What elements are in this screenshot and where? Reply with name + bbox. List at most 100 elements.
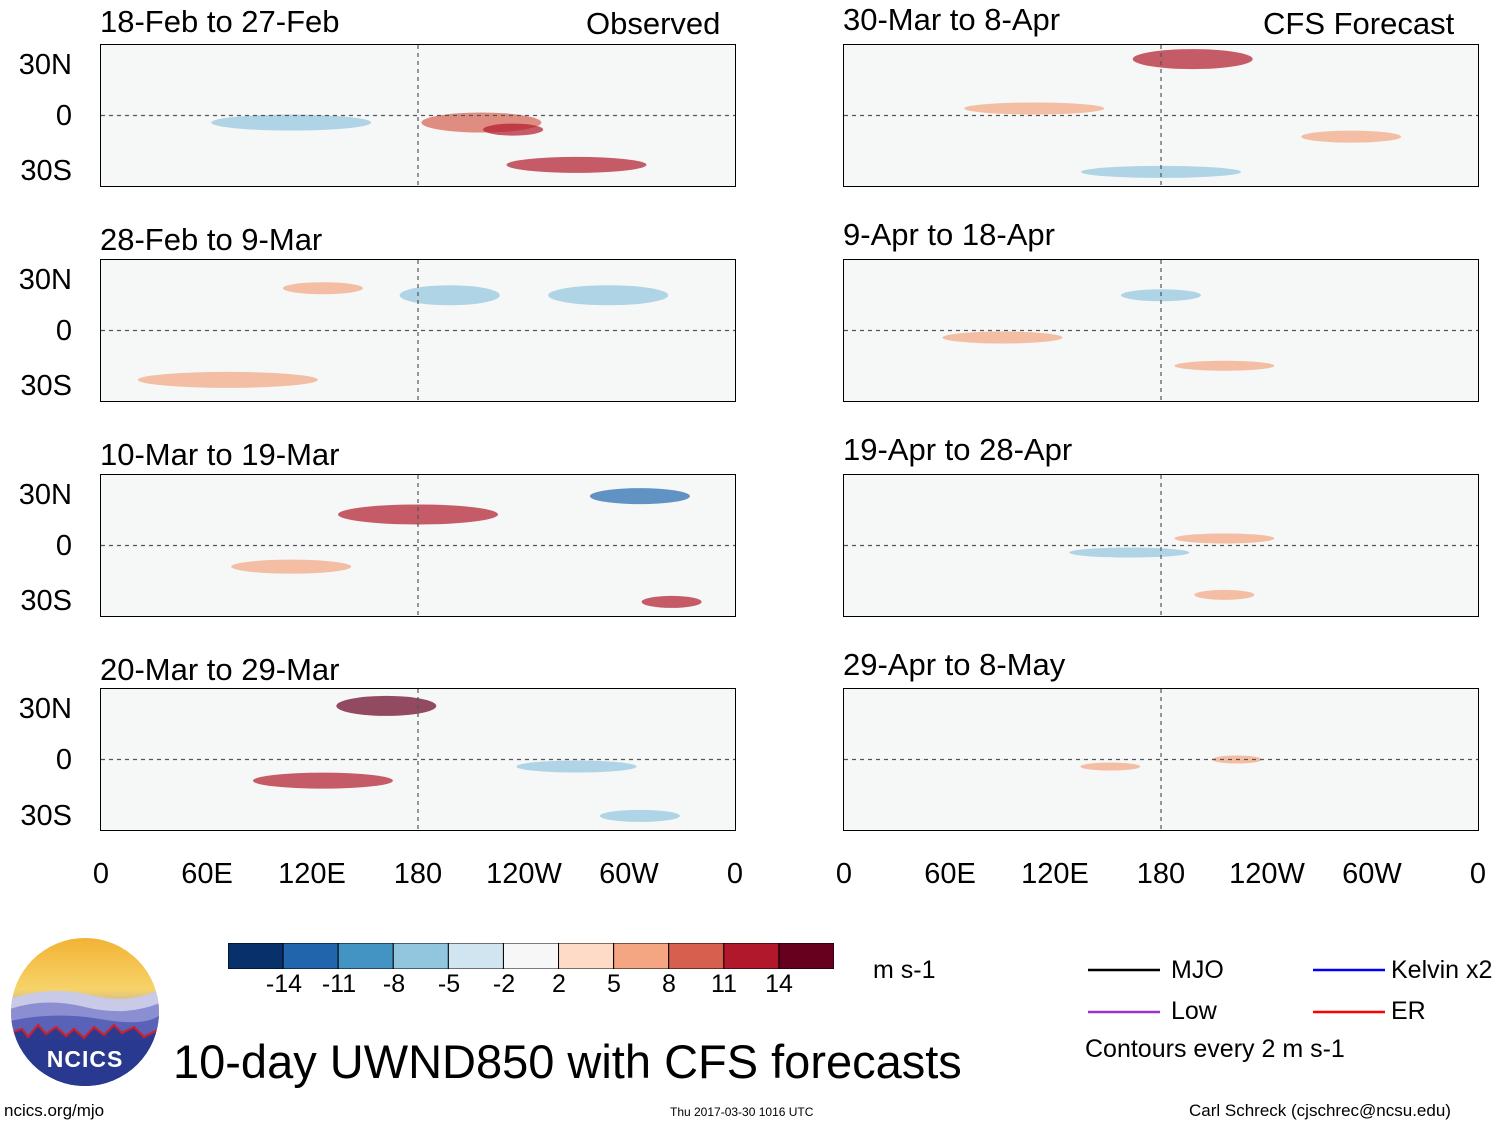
xtick-left-60w: 60W <box>599 858 659 890</box>
anomaly-shading <box>942 331 1063 344</box>
panel-title-2: 28-Feb to 9-Mar <box>100 222 323 257</box>
anomaly-shading <box>252 772 393 789</box>
ytick-30n: 30N <box>18 479 72 511</box>
colorbar-tick: -5 <box>437 970 461 998</box>
ytick-0: 0 <box>55 530 72 562</box>
map-panel-obs-4 <box>100 688 736 831</box>
map-panel-fcst-3 <box>843 474 1479 617</box>
anomaly-shading <box>1174 533 1275 544</box>
anomaly-shading <box>1301 130 1402 143</box>
colorbar-tick: 11 <box>711 970 737 998</box>
xtick-left-120w: 120W <box>486 858 562 890</box>
anomaly-shading <box>1174 360 1275 371</box>
anomaly-shading <box>1132 49 1253 70</box>
ncics-logo: NCICS <box>11 938 159 1086</box>
colorbar-tick: 5 <box>607 970 621 998</box>
legend-label-er: ER <box>1391 997 1426 1025</box>
panel-title-1: 18-Feb to 27-Feb <box>100 4 340 39</box>
colorbar-bin <box>282 943 339 969</box>
legend-label-mjo: MJO <box>1171 956 1224 984</box>
anomaly-shading <box>1081 165 1241 178</box>
colorbar-tick: 2 <box>552 970 566 998</box>
xtick-left-60e: 60E <box>181 858 233 890</box>
panel-title-8: 29-Apr to 8-May <box>843 647 1066 682</box>
map-layer <box>844 475 1478 616</box>
anomaly-shading <box>211 114 372 131</box>
anomaly-shading <box>516 760 637 773</box>
anomaly-shading <box>506 156 647 173</box>
xtick-right-120e: 120E <box>1021 858 1089 890</box>
panel-title-7: 19-Apr to 28-Apr <box>843 432 1073 467</box>
ytick-30n: 30N <box>18 693 72 725</box>
colorbar-bin <box>502 943 560 969</box>
anomaly-shading <box>1080 762 1141 771</box>
footer-timestamp: Thu 2017-03-30 1016 UTC <box>670 1105 814 1119</box>
xtick-right-60w: 60W <box>1342 858 1402 890</box>
anomaly-shading <box>641 595 702 608</box>
map-panel-obs-3 <box>100 474 736 617</box>
colorbar <box>228 943 834 969</box>
anomaly-shading <box>599 809 680 822</box>
colorbar-bin <box>668 943 725 969</box>
colorbar-tick: -14 <box>265 970 303 998</box>
colorbar-tick: -11 <box>321 970 357 998</box>
colorbar-tick: 8 <box>662 970 676 998</box>
xtick-right-0: 0 <box>835 858 853 890</box>
anomaly-shading <box>137 371 318 388</box>
xtick-right-60e: 60E <box>924 858 976 890</box>
colorbar-tick: -2 <box>492 970 516 998</box>
colorbar-bin <box>778 943 834 969</box>
main-title: 10-day UWND850 with CFS forecasts <box>173 1035 962 1088</box>
panel-title-4: 20-Mar to 29-Mar <box>100 652 340 687</box>
colorbar-bin <box>228 943 284 969</box>
map-panel-fcst-4 <box>843 688 1479 831</box>
anomaly-shading <box>589 488 690 505</box>
footer-url: ncics.org/mjo <box>4 1101 105 1120</box>
xtick-left-180: 180 <box>393 858 443 890</box>
ytick-30s: 30S <box>20 585 72 617</box>
colorbar-tick: -8 <box>382 970 406 998</box>
xtick-left-360: 0 <box>726 858 744 890</box>
anomaly-shading <box>336 695 437 716</box>
contour-note: Contours every 2 m s-1 <box>1085 1035 1345 1063</box>
map-panel-obs-1 <box>100 44 736 187</box>
ytick-30s: 30S <box>20 155 72 187</box>
colorbar-bin <box>613 943 670 969</box>
map-layer <box>844 45 1478 186</box>
colorbar-units: m s-1 <box>873 956 936 984</box>
panel-title-3: 10-Mar to 19-Mar <box>100 437 340 472</box>
map-layer <box>844 689 1478 830</box>
xtick-right-360: 0 <box>1469 858 1487 890</box>
svg-text:NCICS: NCICS <box>47 1046 124 1072</box>
anomaly-shading <box>231 559 352 574</box>
ytick-0: 0 <box>55 100 72 132</box>
legend-lines <box>1088 968 1385 1014</box>
panel-title-6: 9-Apr to 18-Apr <box>843 217 1055 252</box>
column-header-observed: Observed <box>586 6 721 41</box>
map-layer <box>101 689 735 830</box>
ytick-30n: 30N <box>18 264 72 296</box>
colorbar-bin <box>723 943 780 969</box>
colorbar-bin <box>337 943 394 969</box>
ytick-30n: 30N <box>18 49 72 81</box>
xtick-right-180: 180 <box>1136 858 1186 890</box>
colorbar-bin <box>558 943 615 969</box>
legend-label-kelvin: Kelvin x2 <box>1391 956 1493 984</box>
ytick-30s: 30S <box>20 370 72 402</box>
map-layer <box>101 475 735 616</box>
ytick-0: 0 <box>55 315 72 347</box>
column-header-forecast: CFS Forecast <box>1263 6 1455 41</box>
legend-label-low: Low <box>1171 997 1217 1025</box>
anomaly-shading <box>399 285 500 306</box>
map-panel-fcst-2 <box>843 259 1479 402</box>
anomaly-shading <box>282 282 363 295</box>
ytick-0: 0 <box>55 744 72 776</box>
colorbar-bin <box>447 943 504 969</box>
map-layer <box>101 260 735 401</box>
anomaly-shading <box>338 504 498 525</box>
footer-credit: Carl Schreck (cjschrec@ncsu.edu) <box>1189 1101 1451 1120</box>
anomaly-shading <box>964 102 1105 115</box>
anomaly-shading <box>1194 589 1255 600</box>
map-layer <box>844 260 1478 401</box>
xtick-left-0: 0 <box>92 858 110 890</box>
